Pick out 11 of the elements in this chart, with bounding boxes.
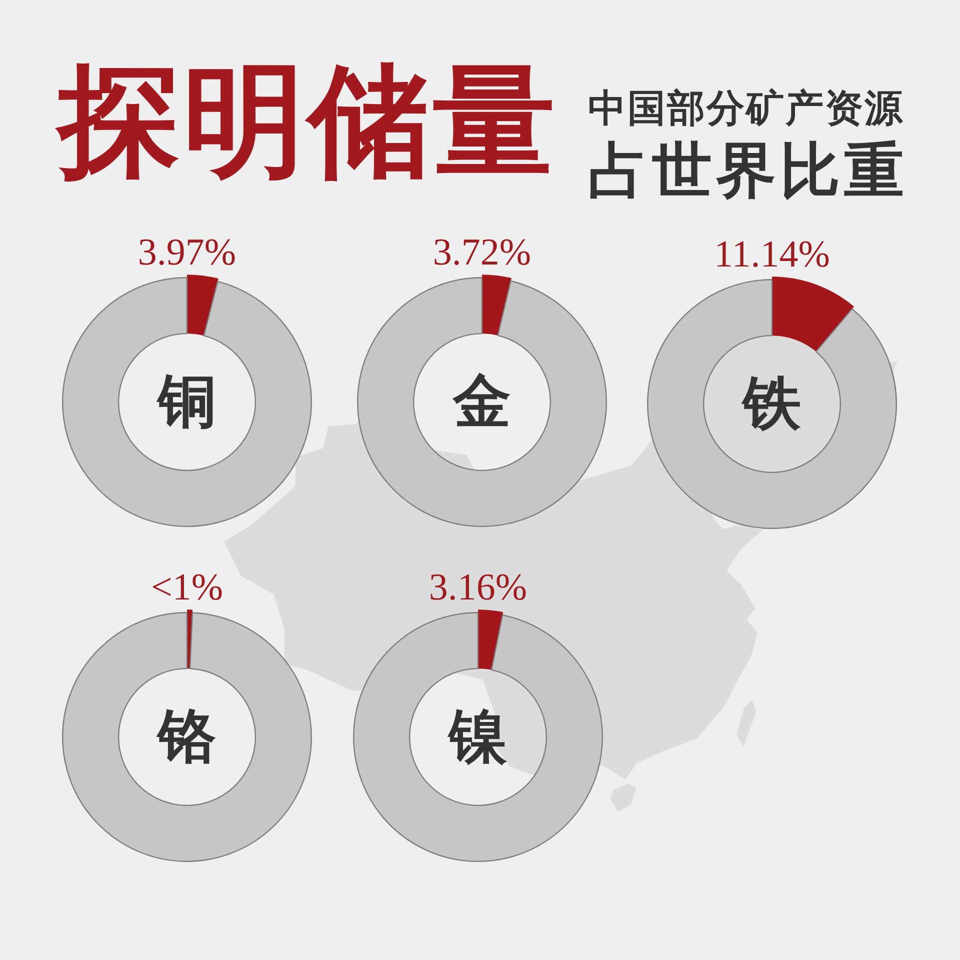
data-label: 3.72% — [432, 232, 532, 274]
text: 金 — [453, 369, 511, 434]
text: 铁 — [743, 371, 801, 436]
data-label: 3.16% — [428, 566, 528, 609]
data-label: <1% — [150, 566, 224, 609]
data-label: 11.14% — [714, 234, 830, 276]
text: 铜 — [158, 369, 216, 434]
text: 镍 — [449, 704, 507, 769]
text: 中国部分矿产资源占世界比重 — [588, 87, 909, 206]
data-label: 3.97% — [138, 232, 236, 274]
text: 铬 — [158, 704, 216, 769]
